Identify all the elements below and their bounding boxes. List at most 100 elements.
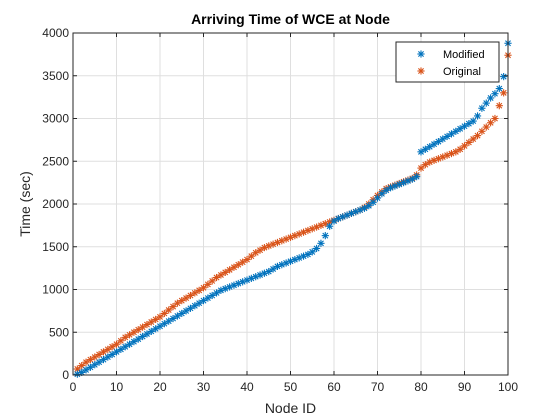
data-point-original [165, 306, 173, 314]
data-point-original [491, 114, 499, 123]
legend-box [395, 41, 500, 83]
data-point-modified [469, 117, 477, 125]
data-point-modified [495, 84, 503, 93]
data-point-original [208, 277, 216, 285]
data-point-original [160, 309, 168, 318]
x-tick-label: 0 [70, 380, 77, 394]
data-point-original [178, 297, 186, 305]
data-point-original [112, 340, 121, 348]
data-point-modified [112, 348, 121, 356]
data-point-original [456, 145, 464, 153]
x-tick-label: 20 [153, 380, 167, 394]
data-point-modified [125, 340, 134, 348]
data-point-modified [326, 222, 334, 230]
data-point-modified [382, 186, 390, 194]
y-tick-label: 2000 [42, 197, 69, 211]
data-point-original [212, 273, 221, 282]
data-point-original [108, 343, 116, 351]
x-tick-label: 90 [458, 380, 472, 394]
data-point-modified [282, 259, 290, 267]
data-point-original [199, 284, 208, 292]
data-point-original [169, 303, 177, 311]
data-markers [73, 39, 512, 378]
x-tick-label: 70 [371, 380, 385, 394]
y-tick-label: 4000 [42, 26, 69, 40]
data-point-original [495, 102, 503, 110]
data-point-modified [143, 330, 151, 338]
data-point-modified [473, 112, 482, 120]
legend: Modified Original [395, 41, 500, 83]
plot-area: 0 10 20 30 40 50 60 70 80 90 100050010001500200025… [42, 26, 518, 394]
data-point-modified [265, 267, 273, 276]
data-point-modified [378, 190, 386, 198]
data-point-modified [199, 297, 208, 305]
data-point-modified [313, 244, 321, 253]
data-point-modified [321, 232, 329, 240]
data-point-modified [491, 90, 499, 98]
data-point-original [217, 271, 225, 279]
y-tick-label: 3000 [42, 112, 69, 126]
data-point-original [121, 333, 129, 341]
data-point-modified [413, 173, 421, 181]
data-point-original [99, 348, 108, 356]
data-point-original [117, 337, 125, 345]
data-point-modified [360, 204, 369, 212]
data-point-original [465, 138, 473, 147]
data-point-modified [165, 317, 173, 325]
data-point-original [447, 149, 456, 158]
data-point-modified [108, 350, 116, 359]
x-tick-label: 30 [197, 380, 211, 394]
data-point-original [130, 328, 138, 336]
y-tick-label: 500 [49, 325, 69, 339]
x-tick-label: 100 [498, 380, 518, 394]
data-point-modified [365, 202, 373, 210]
data-point-modified [456, 125, 464, 133]
data-point-original [247, 252, 255, 260]
data-point-modified [186, 304, 195, 312]
legend-label-modified: Modified [443, 49, 485, 61]
data-point-original [291, 232, 299, 240]
data-point-modified [208, 291, 216, 300]
data-point-original [295, 230, 303, 238]
data-point-modified [465, 120, 473, 128]
x-tick-label: 10 [110, 380, 124, 394]
data-point-modified [308, 248, 316, 256]
data-point-original [478, 127, 486, 135]
data-point-modified [482, 99, 490, 107]
data-point-modified [460, 122, 469, 130]
data-point-modified [82, 366, 90, 374]
y-tick-label: 2500 [42, 154, 69, 168]
legend-label-original: Original [443, 66, 481, 78]
data-point-modified [487, 94, 495, 102]
y-tick-label: 1000 [42, 283, 69, 297]
legend-marker-original [417, 67, 425, 75]
data-point-original [469, 135, 477, 143]
data-point-original [417, 164, 425, 172]
x-tick-label: 50 [284, 380, 298, 394]
data-point-modified [500, 73, 508, 81]
data-point-modified [212, 289, 221, 297]
data-point-modified [117, 345, 125, 353]
y-tick-label: 0 [62, 368, 69, 382]
legend-marker-modified [417, 50, 425, 58]
data-point-original [195, 286, 203, 294]
x-axis-label: Node ID [265, 400, 316, 416]
data-point-original [156, 313, 164, 321]
data-point-original [243, 255, 251, 264]
chart-title: Arriving Time of WCE at Node [191, 11, 390, 27]
x-tick-label: 60 [327, 380, 341, 394]
data-point-original [234, 261, 242, 269]
data-point-original [482, 123, 490, 131]
data-point-original [73, 365, 81, 373]
data-point-original [460, 142, 469, 150]
data-point-original [204, 280, 212, 288]
y-tick-label: 1500 [42, 240, 69, 254]
data-point-modified [478, 104, 486, 112]
legend-entry-modified: Modified [417, 49, 485, 61]
data-point-modified [447, 130, 456, 138]
data-point-modified [195, 299, 203, 307]
data-point-modified [317, 239, 325, 247]
legend-entry-original: Original [417, 66, 481, 78]
data-point-modified [273, 262, 282, 271]
